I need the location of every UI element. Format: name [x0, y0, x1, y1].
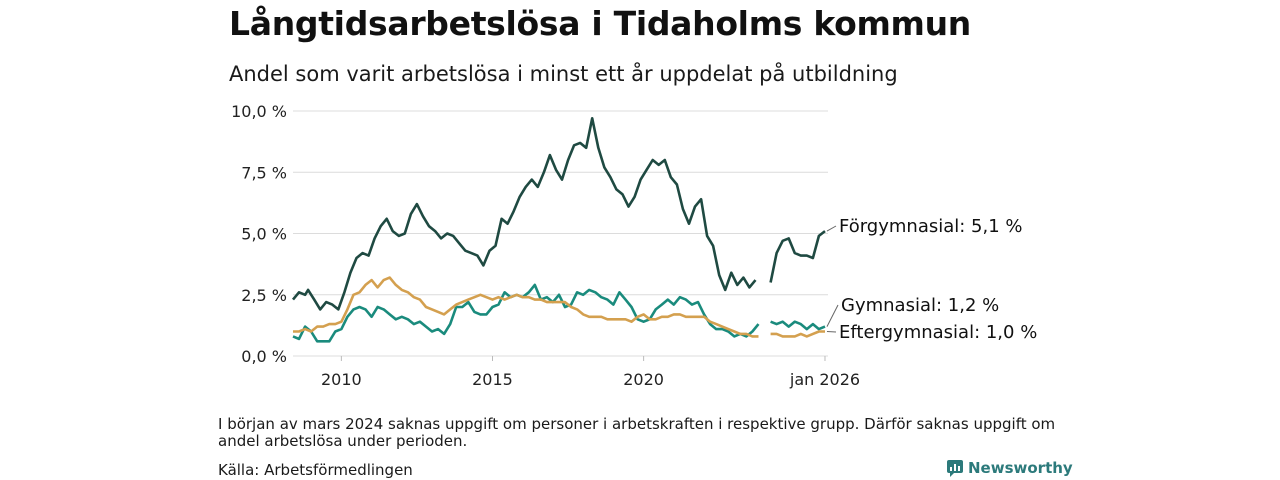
newsworthy-icon	[947, 460, 963, 477]
end-label-gymnasial: Gymnasial: 1,2 %	[841, 295, 999, 316]
y-tick-label: 10,0 %	[231, 102, 287, 121]
end-label-eftergymnasial: Eftergymnasial: 1,0 %	[839, 322, 1037, 343]
x-tick-label: 2010	[321, 370, 362, 389]
end-label-leader	[826, 225, 837, 232]
chart-title: Långtidsarbetslösa i Tidaholms kommun	[229, 4, 972, 43]
series-line-eftergymnasial	[293, 276, 825, 338]
y-tick-label: 5,0 %	[241, 225, 287, 244]
x-tick-label: 2020	[623, 370, 664, 389]
x-tick-label: jan 2026	[789, 370, 860, 389]
end-label-leader	[826, 331, 837, 333]
y-tick-label: 0,0 %	[241, 347, 287, 366]
series-end-labels: Förgymnasial: 5,1 % Gymnasial: 1,2 % Efter…	[826, 216, 1037, 343]
x-tick-label: 2015	[472, 370, 513, 389]
x-axis-ticks: 2010 2015 2020 jan 2026	[321, 356, 860, 389]
end-label-leader	[826, 304, 839, 327]
source-text: Källa: Arbetsförmedlingen	[218, 461, 413, 479]
chart-subtitle: Andel som varit arbetslösa i minst ett å…	[229, 62, 898, 86]
footnote: I början av mars 2024 saknas uppgift om …	[218, 415, 1056, 450]
series-lines	[291, 117, 826, 343]
series-line-förgymnasial	[291, 117, 826, 311]
brand-name: Newsworthy	[968, 459, 1073, 477]
y-axis-ticks: 0,0 % 2,5 % 5,0 % 7,5 % 10,0 %	[231, 102, 287, 366]
gridlines	[293, 110, 828, 357]
y-tick-label: 7,5 %	[241, 163, 287, 182]
y-tick-label: 2,5 %	[241, 286, 287, 305]
brand-logo: Newsworthy	[946, 459, 1073, 477]
series-line-gymnasial	[292, 283, 826, 343]
end-label-förgymnasial: Förgymnasial: 5,1 %	[839, 216, 1023, 237]
